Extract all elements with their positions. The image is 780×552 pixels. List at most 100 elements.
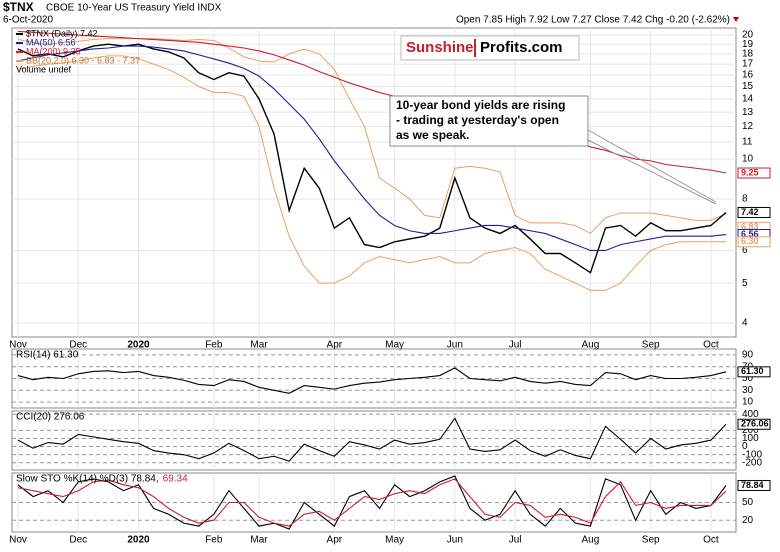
- down-arrow: [733, 17, 739, 22]
- legend-label: RSI(14) 61.30: [16, 350, 79, 361]
- value-box-label: 9.25: [741, 167, 759, 177]
- legend-label: Slow STO %K(14) %D(3) 78.84,: [16, 474, 159, 485]
- annotation-pointer: [587, 129, 717, 205]
- value-box: [737, 206, 771, 218]
- value-box-label: 78.84: [741, 480, 764, 490]
- y-tick-label: 10: [742, 154, 754, 165]
- symbol: $TNX: [3, 0, 34, 14]
- logo-a: Sunshine: [406, 39, 474, 56]
- y-tick-label: 17: [742, 59, 754, 70]
- value-box: [737, 479, 771, 491]
- panel-frame: [11, 27, 737, 338]
- series-line: [17, 45, 727, 252]
- legend-label: MA(200) 9.25: [26, 46, 81, 56]
- logo-b: Profits.com: [480, 39, 563, 56]
- y-tick-label: 13: [742, 107, 754, 118]
- legend-label: CCI(20) 276.06: [16, 412, 85, 423]
- y-tick-label: 50: [742, 497, 754, 508]
- y-tick-label: 11: [742, 137, 753, 148]
- y-tick-label: -200: [742, 457, 762, 468]
- legend-label: $TNX (Daily) 7.42: [26, 28, 98, 38]
- y-tick-label: 20: [742, 515, 754, 526]
- x-tick-label: Aug: [582, 340, 600, 351]
- x-tick-label: Apr: [327, 535, 343, 546]
- value-box: [737, 366, 771, 378]
- annotation-box: [389, 95, 589, 147]
- y-tick-label: 12: [742, 121, 754, 132]
- bollinger-band: [17, 55, 726, 291]
- y-tick-label: -100: [742, 449, 762, 460]
- value-box-label: 7.42: [741, 207, 759, 217]
- x-tick-label: Feb: [205, 535, 223, 546]
- annotation-line: 10-year bond yields are rising: [396, 98, 565, 112]
- logo-sep: [474, 39, 476, 57]
- date: 6-Oct-2020: [3, 15, 53, 26]
- x-tick-label: Nov: [9, 535, 27, 546]
- value-box-label: 276.06: [741, 419, 769, 429]
- series-line: [17, 367, 727, 394]
- x-tick-label: Jul: [509, 535, 522, 546]
- x-tick-label: Apr: [327, 340, 343, 351]
- y-tick-label: 8: [742, 194, 748, 205]
- x-tick-label: Feb: [205, 340, 223, 351]
- x-tick-label: Aug: [582, 535, 600, 546]
- x-tick-label: 2020: [127, 340, 150, 351]
- x-tick-label: Dec: [69, 340, 87, 351]
- value-box: [737, 167, 771, 179]
- x-tick-label: Oct: [703, 535, 719, 546]
- y-tick-label: 90: [742, 350, 754, 361]
- y-tick-label: 14: [742, 93, 754, 104]
- x-tick-label: Nov: [9, 340, 27, 351]
- series-line: [17, 478, 727, 527]
- x-tick-label: 2020: [127, 535, 150, 546]
- series-line: [17, 43, 727, 274]
- value-box-label: 6.56: [741, 229, 759, 239]
- x-tick-label: Sep: [642, 535, 660, 546]
- series-line: [17, 475, 727, 530]
- value-box: [737, 418, 771, 430]
- x-tick-label: Jul: [509, 340, 522, 351]
- y-tick-label: 15: [742, 81, 754, 92]
- y-tick-label: 16: [742, 70, 754, 81]
- y-tick-label: 4: [742, 318, 748, 329]
- y-tick-label: 400: [742, 409, 759, 420]
- value-box-label: 6.83: [741, 222, 759, 232]
- y-tick-label: 18: [742, 49, 754, 60]
- y-tick-label: 6: [742, 245, 748, 256]
- series-line: [17, 417, 727, 462]
- x-tick-label: Mar: [250, 535, 268, 546]
- x-tick-label: Jun: [447, 340, 463, 351]
- x-tick-label: May: [385, 535, 404, 546]
- legend-label: MA(50) 6.56: [26, 37, 76, 47]
- annotation-line: as we speak.: [396, 128, 469, 142]
- y-tick-label: 50: [742, 373, 754, 384]
- annotation-line: - trading at yesterday's open: [396, 113, 559, 127]
- y-tick-label: 100: [742, 433, 759, 444]
- x-tick-label: Mar: [250, 340, 268, 351]
- y-tick-label: 200: [742, 425, 759, 436]
- y-tick-label: 19: [742, 39, 754, 50]
- series-line: [17, 30, 727, 174]
- y-tick-label: 30: [742, 385, 754, 396]
- x-tick-label: Sep: [642, 340, 660, 351]
- legend-label: 69.34: [163, 474, 188, 485]
- quote: Open 7.85 High 7.92 Low 7.27 Close 7.42 …: [456, 15, 730, 26]
- y-tick-label: 0: [742, 441, 748, 452]
- x-tick-label: May: [385, 340, 404, 351]
- description: CBOE 10-Year US Treasury Yield INDX: [46, 3, 222, 14]
- y-tick-label: 10: [742, 397, 754, 408]
- y-tick-label: 20: [742, 30, 754, 41]
- logo-box: [400, 35, 580, 61]
- value-box: [737, 236, 771, 248]
- legend-label: BB(20,2.0) 6.30 - 6.83 - 7.37: [26, 55, 140, 65]
- x-tick-label: Dec: [69, 535, 87, 546]
- value-box-label: 6.30: [741, 236, 759, 246]
- x-tick-label: Jun: [447, 535, 463, 546]
- legend-label: Volume undef: [16, 64, 72, 74]
- y-tick-label: 5: [742, 278, 748, 289]
- value-box-label: 61.30: [741, 366, 764, 376]
- panel-frame: [11, 410, 737, 471]
- x-tick-label: Oct: [703, 340, 719, 351]
